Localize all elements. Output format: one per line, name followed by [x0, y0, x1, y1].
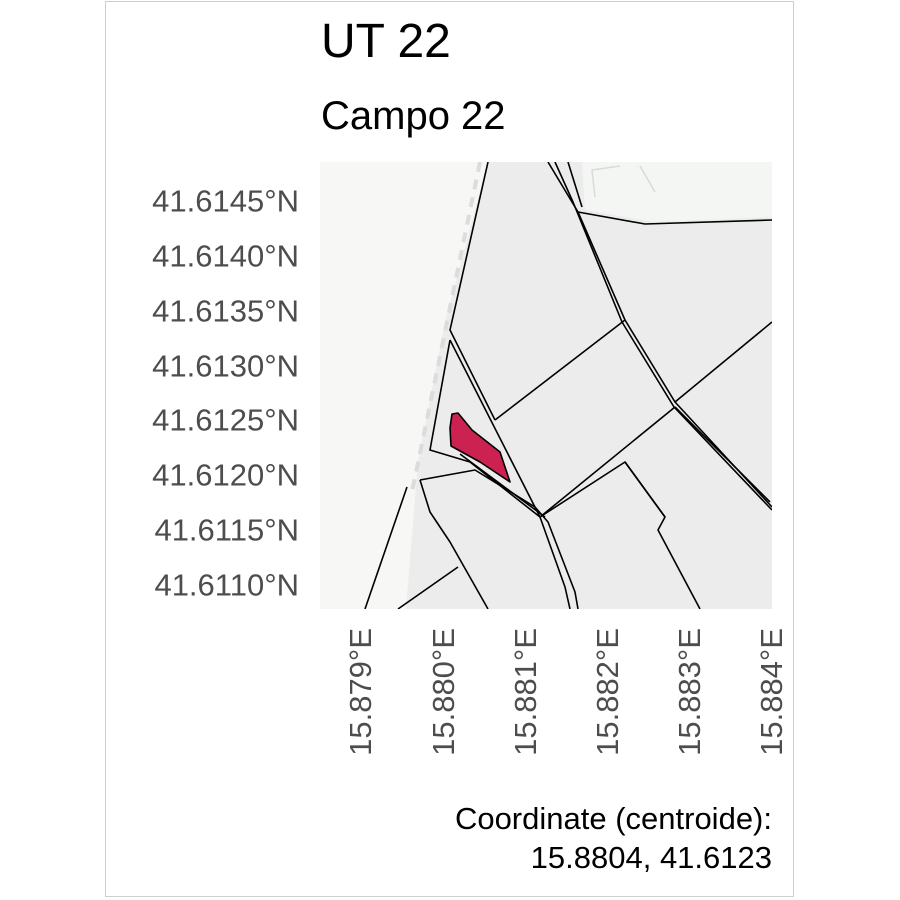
parcel-boundary: [429, 339, 541, 518]
parcel-boundary: [674, 406, 771, 503]
parcel-boundary: [567, 162, 583, 208]
x-tick-label: 15.881°E: [508, 628, 543, 756]
y-tick-label: 41.6140°N: [152, 238, 299, 274]
parcel-boundary: [624, 461, 666, 518]
parcel-boundary: [419, 479, 489, 609]
road-strip: [320, 162, 488, 609]
highlighted-parcel[interactable]: [449, 412, 511, 483]
y-tick-label: 41.6125°N: [152, 402, 299, 438]
parcel-boundary: [539, 406, 676, 518]
parcel-boundary: [449, 162, 496, 421]
x-tick-label: 15.883°E: [672, 628, 707, 756]
y-tick-label: 41.6110°N: [154, 567, 299, 603]
y-tick-label: 41.6120°N: [152, 457, 299, 493]
centroid-caption-label: Coordinate (centroide):: [454, 801, 772, 836]
map-subtitle: Campo 22: [321, 94, 506, 138]
parcel-boundary: [397, 566, 459, 609]
parcel-boundary: [459, 453, 546, 518]
y-tick-label: 41.6115°N: [154, 512, 299, 548]
top-right-area: [582, 162, 772, 222]
map-title: UT 22: [321, 15, 451, 68]
parcel-map[interactable]: [320, 162, 772, 609]
x-tick-label: 15.880°E: [426, 628, 461, 756]
centroid-caption-value: 15.8804, 41.6123: [530, 840, 772, 875]
x-tick-label: 15.879°E: [343, 628, 378, 756]
y-tick-label: 41.6130°N: [152, 348, 299, 384]
parcel-boundary: [364, 486, 408, 609]
parcel-boundary: [577, 211, 772, 225]
x-tick-label: 15.884°E: [754, 628, 789, 756]
parcel-boundary: [674, 321, 772, 403]
parcel-boundary: [494, 319, 626, 421]
y-tick-label: 41.6145°N: [152, 183, 299, 219]
parcel-boundary: [449, 339, 541, 518]
road-edge: [410, 162, 482, 493]
parcel-boundary: [419, 469, 579, 609]
y-tick-label: 41.6135°N: [152, 293, 299, 329]
parcel-boundary: [539, 516, 571, 609]
x-tick-label: 15.882°E: [590, 628, 625, 756]
